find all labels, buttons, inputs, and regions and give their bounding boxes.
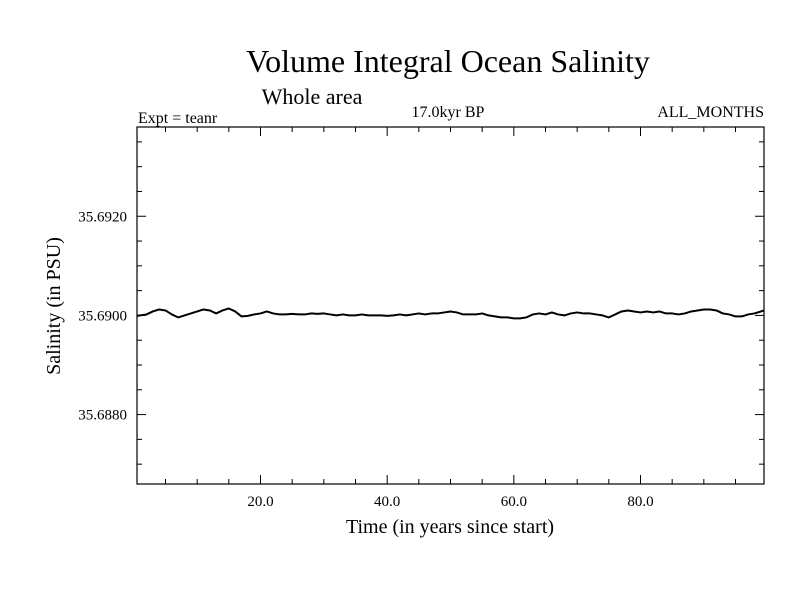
y-axis-tick-labels: 35.6880 35.6900 35.6920 [78,209,127,423]
months-label: ALL_MONTHS [657,104,764,121]
x-tick-label: 20.0 [247,494,273,510]
chart-subtitle: Whole area [262,84,363,109]
chart-title: Volume Integral Ocean Salinity [246,43,650,79]
x-tick-label: 80.0 [627,494,653,510]
x-axis-ticks [165,127,736,484]
period-label: 17.0kyr BP [412,104,485,121]
x-tick-label: 60.0 [501,494,527,510]
x-tick-label: 40.0 [374,494,400,510]
plot-frame [136,126,765,485]
salinity-series-line [136,307,765,320]
y-axis-label: Salinity (in PSU) [43,237,65,375]
y-tick-label: 35.6880 [78,408,127,424]
y-axis-ticks [137,141,764,465]
experiment-label: Expt = teanr [138,110,218,127]
y-tick-label: 35.6920 [78,209,127,225]
y-tick-label: 35.6900 [78,308,127,324]
x-axis-tick-labels: 20.0 40.0 60.0 80.0 [247,494,653,510]
x-axis-label: Time (in years since start) [346,516,554,538]
